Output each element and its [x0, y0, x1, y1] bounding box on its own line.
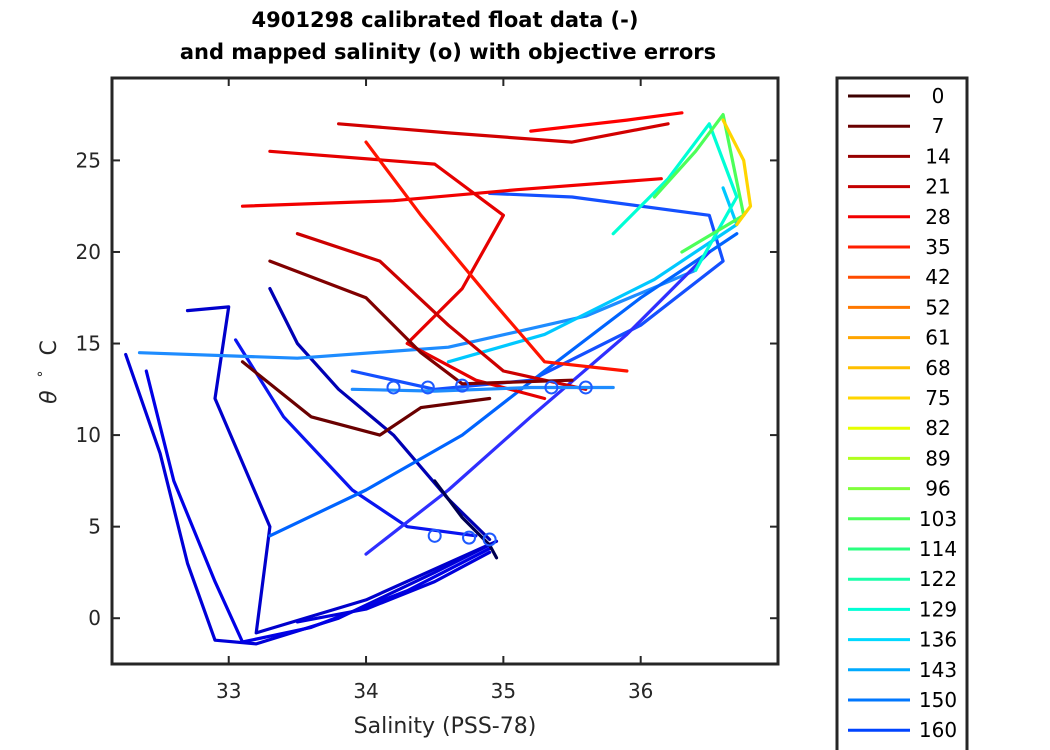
- legend-label-14: 103: [919, 507, 957, 531]
- svg-text:θ ° C: θ ° C: [29, 340, 62, 404]
- y-tick-label-3: 15: [76, 332, 101, 356]
- y-axis-label: θ ° C: [29, 340, 62, 404]
- series-line-10: [611, 122, 739, 272]
- series-layer: [124, 111, 753, 646]
- legend-label-8: 61: [925, 326, 950, 350]
- legend-label-7: 52: [925, 295, 950, 319]
- x-tick-label-2: 35: [491, 679, 516, 703]
- legend-label-19: 143: [919, 658, 957, 682]
- legend-label-4: 28: [925, 205, 950, 229]
- y-axis-symbol: θ: [37, 390, 62, 404]
- mapped-point-5: [427, 528, 442, 543]
- x-axis-label: Salinity (PSS-78): [354, 714, 537, 739]
- mapped-point-1: [420, 380, 435, 395]
- series-line-20: [240, 360, 492, 437]
- series-line-13: [240, 177, 663, 208]
- legend-label-5: 35: [925, 235, 950, 259]
- mapped-point-0: [386, 380, 401, 395]
- series-line-5: [350, 191, 725, 391]
- legend: 0 7 14 21 28 35 42 52 61 68 75 82 89 96 103 114 122 129 13…: [848, 84, 957, 742]
- legend-label-20: 150: [919, 688, 957, 712]
- legend-label-12: 89: [925, 446, 950, 470]
- mapped-point-3: [544, 380, 559, 395]
- y-tick-label-4: 20: [76, 240, 101, 264]
- mapped-point-2: [455, 378, 470, 393]
- series-line-11: [652, 112, 746, 254]
- y-tick-label-1: 5: [88, 515, 101, 539]
- mapped-salinity-layer: [386, 378, 593, 547]
- mapped-point-4: [578, 380, 593, 395]
- legend-label-10: 75: [925, 386, 950, 410]
- series-line-7: [268, 232, 739, 538]
- legend-label-6: 42: [925, 265, 950, 289]
- legend-label-0: 0: [932, 84, 945, 108]
- y-tick-label-5: 25: [76, 148, 101, 172]
- series-line-22: [295, 550, 492, 624]
- y-tick-label-0: 0: [88, 606, 101, 630]
- series-line-16: [337, 122, 670, 144]
- legend-label-16: 122: [919, 567, 957, 591]
- mapped-point-6: [462, 530, 477, 545]
- series-line-0: [124, 352, 492, 646]
- series-line-8: [446, 186, 739, 364]
- chart-title: 4901298 calibrated float data (-): [252, 8, 639, 32]
- x-tick-label-0: 33: [216, 679, 241, 703]
- legend-label-13: 96: [925, 477, 950, 501]
- y-tick-label-2: 10: [76, 423, 101, 447]
- legend-label-18: 136: [919, 628, 957, 652]
- legend-label-17: 129: [919, 597, 957, 621]
- series-line-2: [185, 305, 499, 635]
- series-line-3: [234, 338, 478, 538]
- y-axis-unit: C: [37, 340, 62, 355]
- legend-label-15: 114: [919, 537, 957, 561]
- legend-box: [835, 76, 969, 750]
- series-line-9: [364, 250, 711, 556]
- axis-ticks: 33 34 35 36 0 5 10 15 20 25: [76, 78, 778, 703]
- series-line-21: [433, 479, 499, 560]
- series-line-18: [295, 232, 588, 391]
- y-axis-degree: °: [36, 370, 52, 377]
- series-line-23: [350, 385, 615, 393]
- x-tick-label-1: 34: [353, 679, 378, 703]
- series-line-4: [268, 287, 492, 542]
- legend-label-11: 82: [925, 416, 950, 440]
- series-line-15: [364, 140, 629, 373]
- x-tick-label-3: 36: [628, 679, 653, 703]
- series-line-19: [268, 259, 574, 386]
- legend-label-1: 7: [932, 114, 945, 138]
- series-line-14: [268, 149, 547, 401]
- series-line-6: [137, 268, 698, 360]
- legend-label-9: 68: [925, 356, 950, 380]
- chart-subtitle: and mapped salinity (o) with objective e…: [180, 40, 716, 64]
- plot-frame: [110, 76, 780, 666]
- series-line-1: [144, 369, 492, 644]
- mapped-point-7: [482, 532, 497, 547]
- legend-label-21: 160: [919, 718, 957, 742]
- series-line-17: [529, 111, 684, 133]
- series-line-12: [721, 118, 753, 227]
- legend-label-3: 21: [925, 175, 950, 199]
- legend-label-2: 14: [925, 144, 950, 168]
